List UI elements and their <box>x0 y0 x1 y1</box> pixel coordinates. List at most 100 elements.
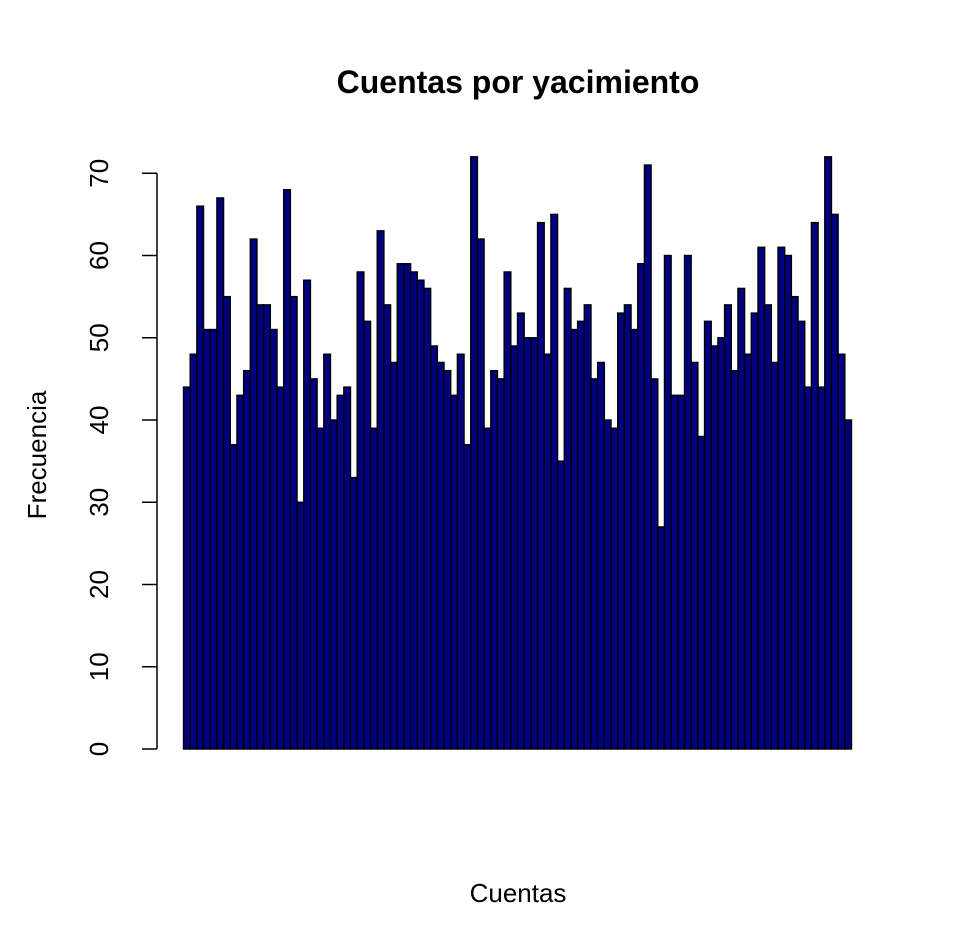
y-tick-label: 70 <box>84 159 114 188</box>
bar <box>670 394 679 750</box>
bar <box>830 213 839 750</box>
bar <box>683 254 692 750</box>
bar <box>349 476 358 750</box>
bar <box>650 378 659 750</box>
bar <box>262 304 272 750</box>
bar <box>289 295 298 750</box>
bar <box>583 304 592 750</box>
bar <box>824 156 833 750</box>
bar <box>784 254 793 750</box>
bar <box>703 320 712 750</box>
bar <box>750 312 759 750</box>
bar <box>383 304 392 750</box>
bar <box>543 353 552 750</box>
bar <box>496 378 505 750</box>
bar <box>222 295 231 750</box>
bar <box>309 378 318 750</box>
bar <box>429 345 439 750</box>
y-tick-label: 50 <box>84 323 114 352</box>
bar <box>443 369 452 750</box>
bar <box>777 246 786 750</box>
bar <box>717 337 726 750</box>
bar <box>242 369 251 750</box>
bar <box>483 427 492 750</box>
bar <box>423 287 432 750</box>
bar <box>189 353 198 750</box>
bar <box>296 501 305 750</box>
bar <box>236 394 245 750</box>
bar <box>409 271 418 750</box>
bar <box>323 353 332 750</box>
bar <box>590 378 599 750</box>
bar <box>476 238 485 750</box>
bar <box>657 526 666 750</box>
bar <box>343 386 352 750</box>
bar <box>376 230 385 750</box>
bar <box>523 337 532 750</box>
bar <box>256 304 265 750</box>
bar <box>269 328 278 750</box>
y-tick-label: 20 <box>84 570 114 599</box>
bar <box>663 254 672 750</box>
bar <box>630 328 639 750</box>
bar <box>356 271 365 750</box>
bar <box>710 345 719 750</box>
bar <box>216 197 225 750</box>
chart-title: Cuentas por yacimiento <box>337 64 700 100</box>
bar <box>490 369 499 750</box>
bar <box>303 279 312 750</box>
bar <box>617 312 626 750</box>
bar <box>556 460 565 750</box>
bar <box>510 345 519 750</box>
bar <box>369 427 378 750</box>
bar <box>730 369 739 750</box>
bar <box>817 386 826 750</box>
bar <box>643 164 652 750</box>
bar <box>329 419 338 750</box>
bar <box>182 386 191 750</box>
bar <box>456 353 465 750</box>
bar <box>757 246 766 750</box>
y-tick-label: 60 <box>84 241 114 270</box>
bar <box>416 279 425 750</box>
bar <box>596 361 606 750</box>
bar <box>763 304 773 750</box>
bar <box>576 320 585 750</box>
bar <box>503 271 512 750</box>
bar <box>530 337 539 750</box>
y-axis: 0 10 20 30 40 50 60 70 <box>84 159 158 756</box>
bar <box>196 205 205 750</box>
bar <box>316 427 325 750</box>
bar <box>363 320 372 750</box>
bar <box>637 263 646 750</box>
bar <box>610 427 619 750</box>
bar <box>403 263 412 750</box>
bar <box>463 443 472 750</box>
bar <box>202 328 211 750</box>
bar <box>276 386 285 750</box>
bar <box>396 263 405 750</box>
bar <box>810 221 819 750</box>
bar <box>737 287 746 750</box>
bar <box>389 361 398 750</box>
bar <box>563 287 572 750</box>
bar <box>770 361 779 750</box>
bar <box>283 188 292 750</box>
bar <box>723 304 732 750</box>
bar <box>536 221 545 750</box>
bar <box>743 353 752 750</box>
bar <box>677 394 686 750</box>
bar <box>570 328 579 750</box>
bars-group <box>182 156 853 750</box>
y-tick-label: 10 <box>84 652 114 681</box>
bar <box>516 312 525 750</box>
bar <box>790 295 799 750</box>
bar <box>603 419 612 750</box>
bar <box>229 443 238 750</box>
y-axis-label: Frecuencia <box>22 390 52 519</box>
bar <box>804 386 813 750</box>
y-tick-label: 30 <box>84 488 114 517</box>
bar <box>249 238 258 750</box>
bar <box>837 353 846 750</box>
